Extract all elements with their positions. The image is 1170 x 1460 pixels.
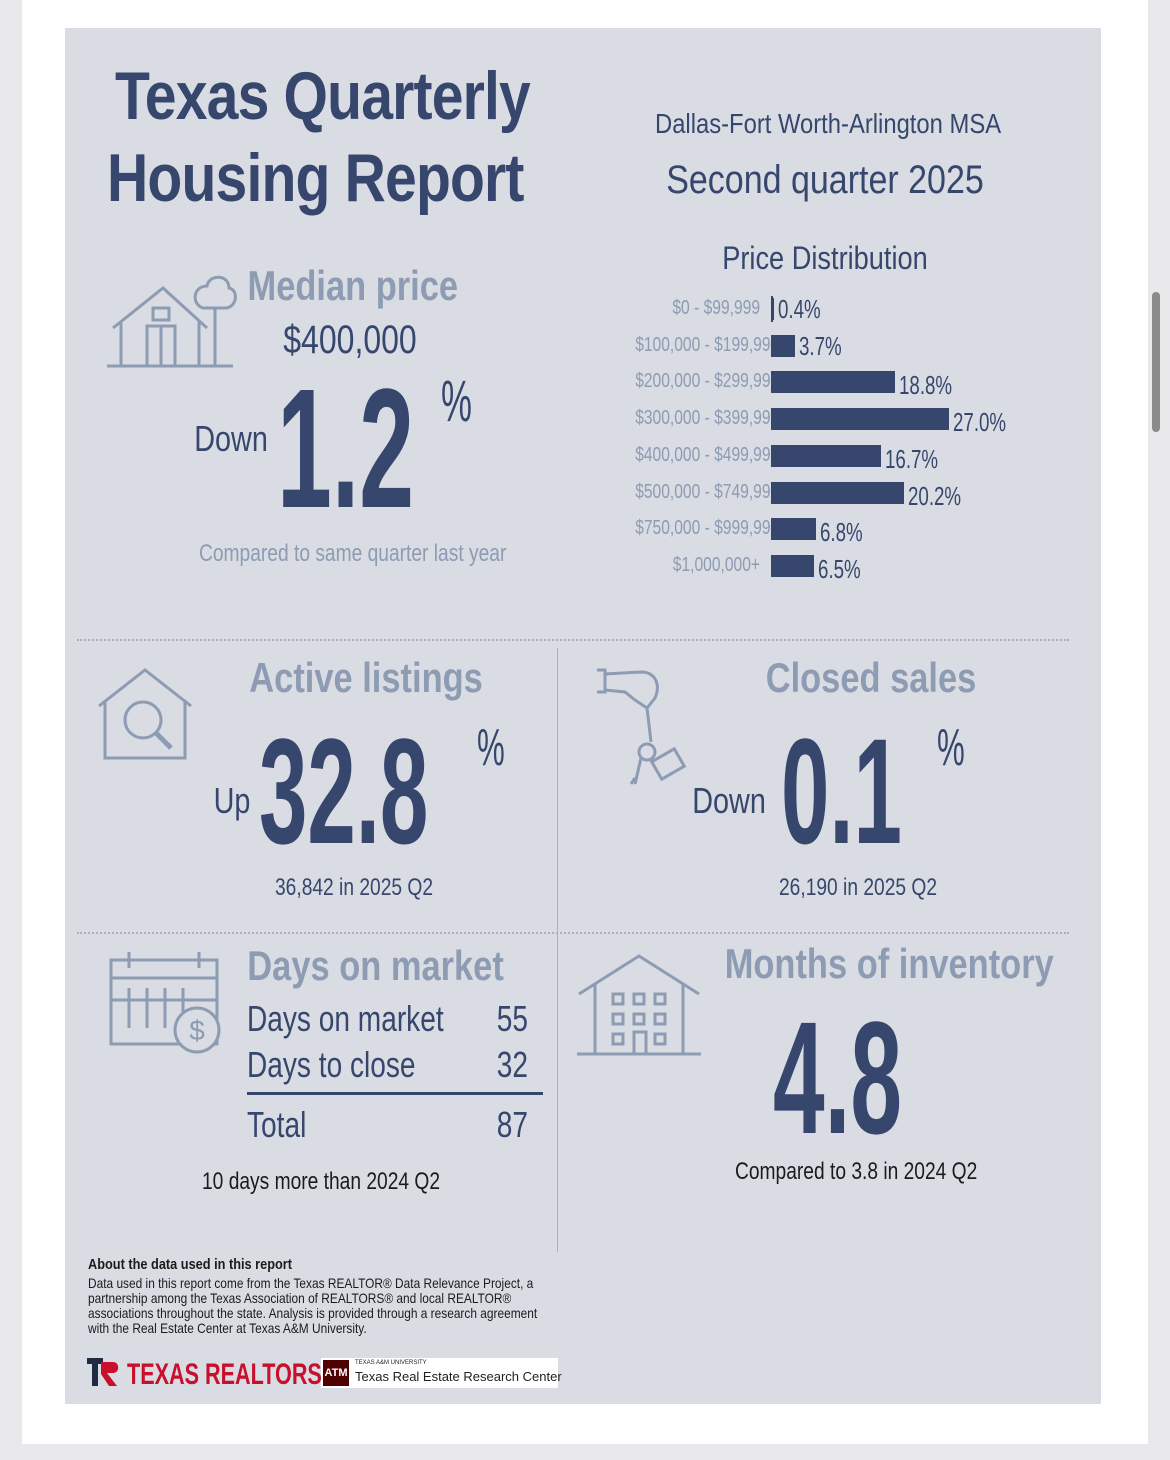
- house-search-icon: [98, 668, 192, 760]
- chart-bar: [771, 518, 816, 541]
- closed-sales-title: Closed sales: [765, 654, 977, 701]
- chart-value-label: 6.8%: [819, 517, 863, 548]
- chart-value-label: 0.4%: [777, 294, 821, 324]
- closed-direction: Down: [692, 780, 766, 821]
- divider-top: [77, 639, 1069, 641]
- title-line-2: Housing Report: [107, 140, 524, 216]
- calendar-dollar-icon: $: [109, 952, 221, 1054]
- chart-bar: [771, 481, 905, 504]
- chart-value-label: 6.5%: [817, 553, 861, 584]
- chart-category-label: $200,000 - $299,999: [635, 370, 780, 393]
- chart-value-label: 20.2%: [908, 480, 962, 511]
- footer-line-1: Data used in this report come from the T…: [88, 1275, 534, 1291]
- chart-bar: [771, 334, 796, 357]
- footer-line-4: with the Real Estate Center at Texas A&M…: [88, 1320, 367, 1336]
- divider-vertical: [557, 648, 558, 1252]
- area-name: Dallas-Fort Worth-Arlington MSA: [655, 108, 1002, 139]
- closed-change-value: 0.1: [781, 707, 902, 875]
- tamu-center-text: Texas Real Estate Research Center: [355, 1369, 562, 1384]
- house-tree-icon: [107, 275, 237, 368]
- chart-category-label: $300,000 - $399,999: [635, 407, 780, 430]
- svg-text:$: $: [189, 1015, 205, 1046]
- footer-line-3: associations throughout the state. Analy…: [88, 1305, 538, 1321]
- months-inventory-value: 4.8: [773, 988, 903, 1167]
- apartment-building-icon: [577, 954, 701, 1056]
- chart-category-label: $400,000 - $499,999: [635, 443, 780, 466]
- median-direction: Down: [194, 418, 268, 459]
- closed-change-unit: %: [937, 719, 965, 777]
- period: Second quarter 2025: [666, 158, 984, 202]
- dtc-row-value: 32: [496, 1044, 528, 1085]
- active-note: 36,842 in 2025 Q2: [275, 874, 433, 901]
- chart-bar: [771, 408, 949, 431]
- dom-note: 10 days more than 2024 Q2: [202, 1168, 441, 1195]
- tamu-university-text: TEXAS A&M UNIVERSITY: [355, 1360, 427, 1366]
- chart-value-label: 3.7%: [799, 330, 843, 361]
- hand-keys-icon: [597, 668, 687, 785]
- total-value: 87: [496, 1104, 528, 1145]
- chart-bar: [771, 298, 774, 320]
- total-rule: [247, 1092, 543, 1095]
- tamu-mark-icon: ATM: [323, 1360, 349, 1386]
- chart-bar: [771, 371, 895, 394]
- total-label: Total: [247, 1104, 307, 1145]
- median-change-unit: %: [441, 369, 472, 434]
- active-change-unit: %: [477, 719, 505, 777]
- median-price-value: $400,000: [283, 318, 417, 362]
- scrollbar[interactable]: [1152, 292, 1160, 432]
- footer-line-2: partnership among the Texas Association …: [88, 1290, 512, 1306]
- active-change-value: 32.8: [259, 707, 429, 875]
- footer-heading: About the data used in this report: [88, 1256, 293, 1273]
- days-on-market-title: Days on market: [247, 942, 504, 989]
- chart-value-label: 18.8%: [898, 370, 953, 401]
- median-note: Compared to same quarter last year: [199, 540, 507, 567]
- months-inventory-title: Months of inventory: [724, 940, 1054, 987]
- chart-category-label: $750,000 - $999,999: [635, 517, 780, 540]
- dom-row-value: 55: [496, 998, 528, 1039]
- chart-value-label: 16.7%: [885, 443, 939, 474]
- texas-realtors-logo-text: TEXAS REALTORS: [127, 1358, 322, 1391]
- title-line-1: Texas Quarterly: [115, 58, 531, 134]
- divider-middle: [77, 932, 1069, 934]
- report-panel: Texas Quarterly Housing Report Dallas-Fo…: [65, 28, 1101, 1404]
- active-listings-title: Active listings: [249, 654, 483, 701]
- chart-category-label: $100,000 - $199,999: [635, 333, 780, 356]
- tamu-logo: ATM TEXAS A&M UNIVERSITY Texas Real Esta…: [321, 1358, 562, 1388]
- chart-category-label: $1,000,000+: [672, 553, 760, 576]
- chart-value-label: 27.0%: [953, 407, 1007, 438]
- dom-row-label: Days on market: [247, 998, 444, 1039]
- active-direction: Up: [213, 780, 251, 821]
- chart-category-label: $500,000 - $749,999: [635, 480, 780, 503]
- median-price-title: Median price: [247, 262, 459, 309]
- months-note: Compared to 3.8 in 2024 Q2: [735, 1158, 978, 1185]
- closed-note: 26,190 in 2025 Q2: [779, 874, 937, 901]
- chart-category-label: $0 - $99,999: [672, 297, 760, 319]
- dtc-row-label: Days to close: [247, 1044, 416, 1085]
- median-change-value: 1.2: [277, 354, 415, 544]
- chart-bar: [771, 444, 882, 467]
- texas-realtors-mark-icon: [87, 1358, 119, 1386]
- price-distribution-title: Price Distribution: [722, 240, 928, 276]
- chart-bar: [771, 554, 814, 577]
